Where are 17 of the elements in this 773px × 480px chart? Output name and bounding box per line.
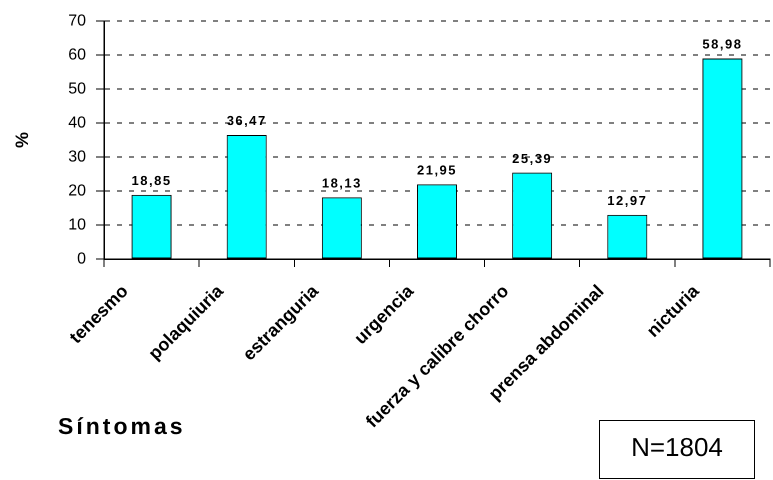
x-axis-title: Síntomas	[58, 413, 186, 439]
y-tick-label: 20	[68, 182, 86, 200]
y-axis-title: %	[12, 132, 32, 148]
data-label: 25,39	[512, 150, 552, 166]
y-tick-label: 50	[68, 80, 86, 98]
data-label: 58,98	[702, 36, 742, 52]
y-tick-label: 60	[68, 46, 86, 64]
data-label: 18,13	[322, 175, 362, 190]
text: N=1804	[599, 420, 755, 479]
y-tick-label: 10	[68, 216, 86, 234]
data-label: 12,97	[607, 192, 648, 208]
y-tick-label: 40	[68, 114, 86, 132]
data-label: 21,95	[416, 162, 458, 178]
y-tick-label: 0	[77, 250, 86, 268]
y-tick-label: 70	[68, 12, 86, 30]
data-label: 18,85	[132, 172, 172, 188]
y-tick-label: 30	[68, 148, 86, 166]
